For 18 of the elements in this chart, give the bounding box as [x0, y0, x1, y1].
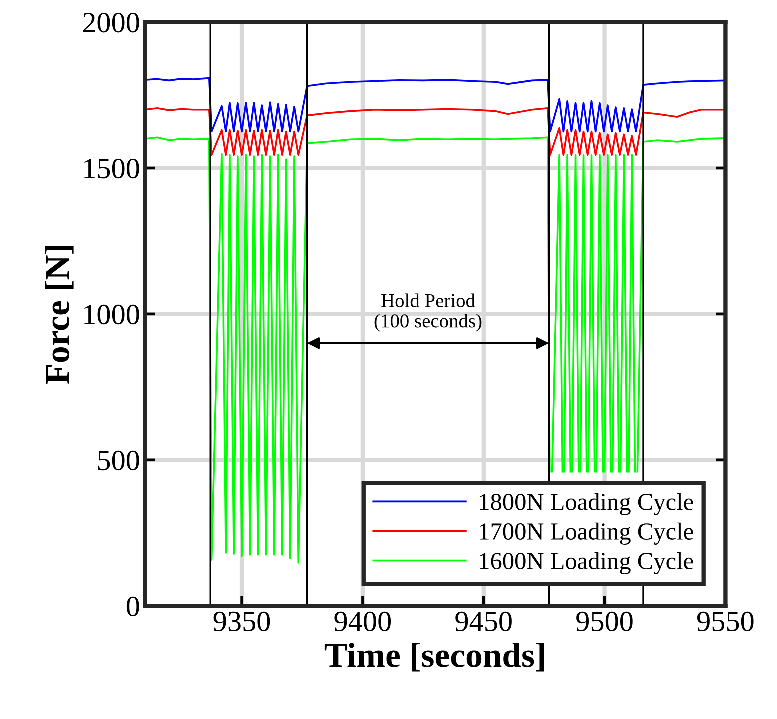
- x-axis-title: Time [seconds]: [324, 642, 544, 672]
- line-series: [145, 77, 726, 133]
- x-tick-label: 9550: [697, 612, 754, 632]
- y-tick-label: 2000: [83, 13, 140, 33]
- y-tick-label: 1000: [84, 304, 140, 325]
- annotation: Hold Period (100 seconds): [374, 294, 482, 332]
- y-tick-label: 0: [126, 596, 140, 617]
- y-axis-title: Force [N]: [45, 246, 74, 384]
- y-tick-label: 500: [98, 450, 140, 471]
- x-tick-label: 9350: [214, 612, 270, 632]
- line-series: [145, 108, 726, 156]
- legend-label: 1800N Loading Cycle: [480, 493, 694, 516]
- x-tick-label: 9450: [456, 612, 512, 632]
- legend-label: 1700N Loading Cycle: [480, 522, 694, 545]
- legend-label: 1600N Loading Cycle: [480, 552, 694, 575]
- x-tick-label: 9400: [334, 612, 392, 632]
- y-tick-label: 1500: [84, 158, 140, 179]
- x-tick-label: 9500: [576, 612, 633, 632]
